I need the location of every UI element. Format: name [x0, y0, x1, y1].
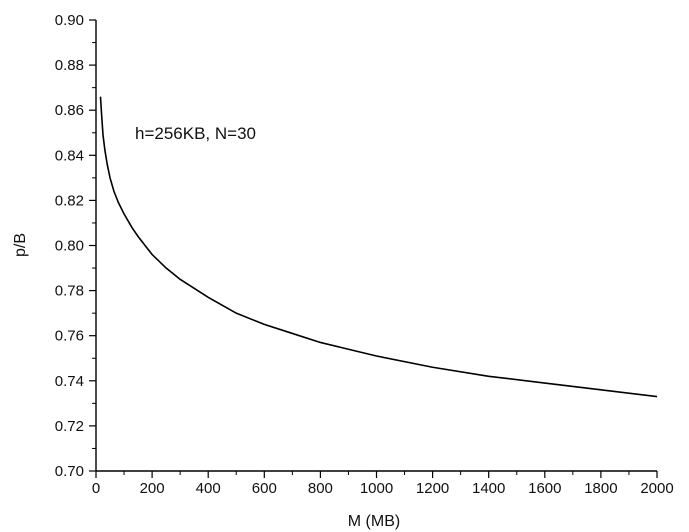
y-tick-label: 0.82: [55, 192, 84, 209]
y-tick-label: 0.76: [55, 328, 84, 345]
y-tick-label: 0.88: [55, 57, 84, 74]
ticks: [89, 19, 658, 478]
x-tick-label: 0: [92, 480, 100, 497]
axes: [95, 20, 657, 472]
x-tick-label: 1600: [528, 480, 561, 497]
y-tick-label: 0.78: [55, 283, 84, 300]
y-tick-label: 0.80: [55, 238, 84, 255]
x-tick-label: 1800: [584, 480, 617, 497]
y-tick-label: 0.72: [55, 418, 84, 435]
y-tick-label: 0.86: [55, 102, 84, 119]
x-tick-label: 600: [252, 480, 277, 497]
y-tick-label: 0.90: [55, 12, 84, 29]
x-tick-label: 1400: [472, 480, 505, 497]
series-line: [99, 96, 658, 398]
x-axis-title: M (MB): [348, 513, 400, 530]
y-tick-label: 0.70: [55, 463, 84, 480]
x-tick-label: 1000: [360, 480, 393, 497]
chart-annotation: h=256KB, N=30: [135, 124, 256, 143]
x-tick-label: 400: [196, 480, 221, 497]
x-tick-label: 2000: [640, 480, 673, 497]
x-tick-label: 200: [140, 480, 165, 497]
y-axis-title: p/B: [12, 233, 29, 257]
y-tick-label: 0.74: [55, 373, 84, 390]
x-tick-label: 1200: [416, 480, 449, 497]
y-tick-label: 0.84: [55, 147, 84, 164]
x-tick-label: 800: [308, 480, 333, 497]
tick-labels: 0 200 400 600 800 1000 1200 1400 1600 1800 2000 0.7…: [55, 12, 674, 497]
